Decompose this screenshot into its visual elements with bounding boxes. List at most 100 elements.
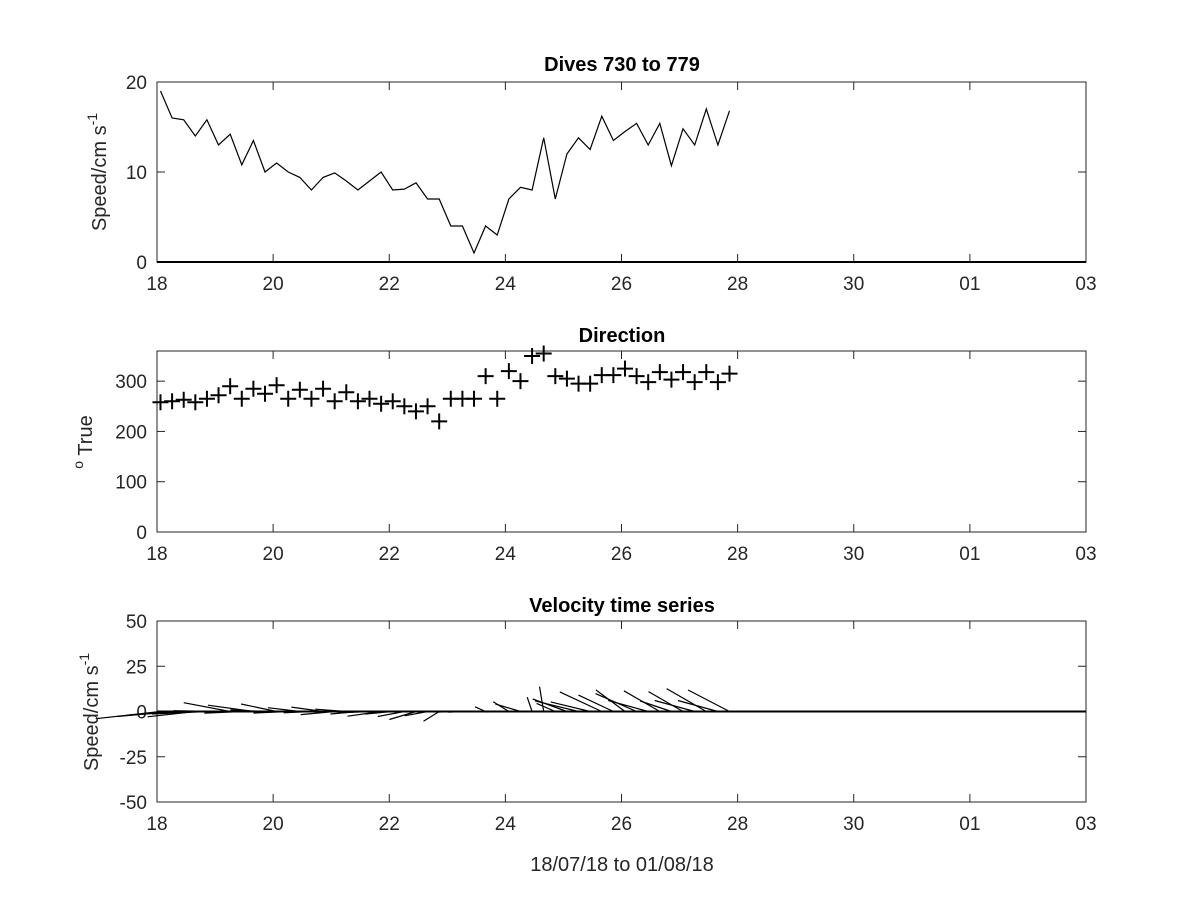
- direction-xtick-label: 26: [611, 544, 632, 565]
- direction-point: [477, 368, 494, 385]
- direction-xtick-label: 01: [959, 544, 980, 565]
- velocity-stick: [608, 699, 649, 713]
- direction-point: [373, 395, 390, 412]
- velocity-stick: [648, 691, 684, 713]
- speed-xtick-label: 28: [727, 274, 748, 295]
- velocity-ytick-label: 50: [126, 612, 147, 633]
- velocity-stick: [559, 691, 603, 713]
- direction-point: [431, 413, 448, 430]
- velocity-xtick-label: 22: [379, 814, 400, 835]
- velocity-stick: [654, 699, 695, 713]
- speed-xtick-label: 03: [1075, 274, 1096, 295]
- speed-xtick-label: 24: [495, 274, 517, 295]
- velocity-stick: [230, 709, 266, 713]
- direction-point: [349, 393, 366, 410]
- direction-point: [512, 373, 529, 390]
- velocity-stick: [526, 697, 533, 712]
- velocity-stick: [492, 701, 510, 713]
- direction-ytick-label: 200: [115, 422, 147, 443]
- speed-panel-ylabel: Speed/cm s-1: [84, 113, 111, 231]
- velocity-stick: [687, 689, 730, 713]
- velocity-stick: [640, 700, 672, 713]
- direction-point: [582, 375, 599, 392]
- velocity-stick: [486, 710, 498, 713]
- velocity-xtick-label: 18: [146, 814, 167, 835]
- velocity-xtick-label: 26: [611, 814, 632, 835]
- direction-xtick-label: 28: [727, 544, 748, 565]
- direction-point: [268, 377, 285, 394]
- velocity-xtick-label: 01: [959, 814, 980, 835]
- direction-point: [651, 364, 668, 381]
- speed-xtick-label: 22: [379, 274, 400, 295]
- speed-panel-title: Dives 730 to 779: [544, 54, 700, 76]
- velocity-stick: [538, 686, 545, 712]
- direction-point: [338, 384, 355, 401]
- speed-ytick-label: 0: [136, 253, 147, 274]
- direction-panel-title: Direction: [579, 325, 666, 347]
- speed-panel: 18 20 22 24 26 28 30 01 03 0 10 20: [126, 73, 1097, 295]
- direction-panel: 18 20 22 24 26 28 30 01 03 0 100 200 300: [115, 345, 1097, 565]
- direction-point: [524, 348, 541, 365]
- velocity-stick: [474, 706, 486, 713]
- direction-point: [466, 390, 483, 407]
- direction-point: [640, 374, 657, 391]
- velocity-stick: [315, 708, 347, 713]
- velocity-stick: [550, 701, 591, 713]
- direction-point: [361, 390, 378, 407]
- velocity-ytick-label: -50: [120, 793, 147, 814]
- direction-xtick-label: 18: [146, 544, 167, 565]
- velocity-stick: [173, 710, 219, 713]
- direction-ytick-label: 300: [115, 372, 147, 393]
- velocity-xtick-label: 24: [495, 814, 517, 835]
- direction-ytick-label: 100: [115, 473, 147, 494]
- direction-point: [628, 368, 645, 385]
- direction-point: [616, 360, 633, 377]
- direction-point: [721, 365, 738, 382]
- direction-axes-box: [156, 350, 1087, 533]
- speed-xtick-label: 26: [611, 274, 632, 295]
- direction-point: [489, 390, 506, 407]
- velocity-xtick-label: 03: [1075, 814, 1096, 835]
- direction-point: [152, 394, 169, 411]
- direction-ytick-label: 0: [136, 523, 147, 544]
- direction-point: [709, 374, 726, 391]
- direction-point: [164, 393, 181, 410]
- direction-point: [686, 374, 703, 391]
- direction-xtick-label: 24: [495, 544, 517, 565]
- velocity-stick: [677, 699, 719, 713]
- velocity-panel-ylabel: Speed/cm s-1: [76, 653, 103, 771]
- velocity-stick: [204, 710, 242, 714]
- velocity-ytick-label: 25: [126, 657, 147, 678]
- velocity-panel-title: Velocity time series: [529, 595, 715, 617]
- speed-axes-box: [156, 81, 1087, 263]
- direction-point: [198, 390, 215, 407]
- velocity-stick: [365, 710, 393, 715]
- direction-point: [210, 387, 227, 404]
- direction-point: [280, 390, 297, 407]
- velocity-stick: [300, 710, 335, 716]
- direction-point: [187, 394, 204, 411]
- velocity-stick: [338, 710, 370, 714]
- direction-point: [326, 393, 343, 410]
- velocity-stick: [183, 702, 231, 713]
- direction-point: [256, 385, 273, 402]
- speed-series-line: [159, 90, 731, 255]
- velocity-stick: [495, 703, 521, 713]
- velocity-stick: [377, 710, 405, 718]
- direction-point: [233, 390, 250, 407]
- direction-point: [291, 381, 308, 398]
- speed-ytick-label: 10: [126, 163, 147, 184]
- direction-xtick-label: 30: [843, 544, 864, 565]
- velocity-stick: [404, 710, 428, 717]
- velocity-stick: [536, 702, 556, 713]
- direction-point: [315, 380, 332, 397]
- direction-point: [500, 363, 517, 380]
- direction-point: [698, 364, 715, 381]
- velocity-ytick-label: -25: [120, 748, 147, 769]
- direction-xtick-label: 03: [1075, 544, 1096, 565]
- velocity-stick: [253, 710, 289, 714]
- velocity-stick: [267, 707, 300, 713]
- direction-point: [419, 398, 436, 415]
- direction-point: [407, 403, 424, 420]
